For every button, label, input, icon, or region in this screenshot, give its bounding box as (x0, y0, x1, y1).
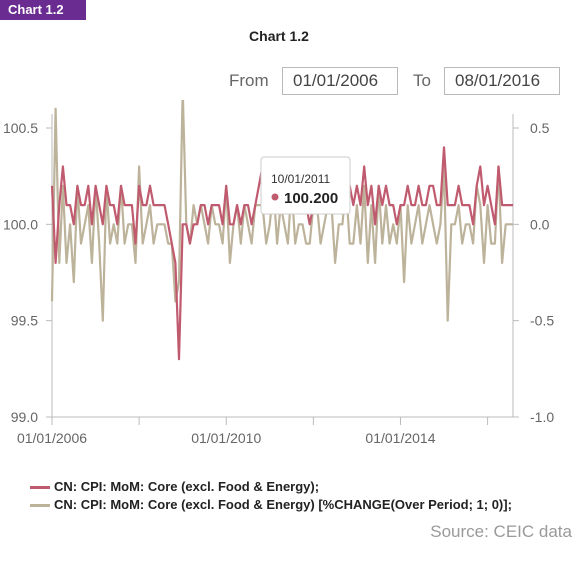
chart-badge: Chart 1.2 (0, 0, 86, 20)
legend-swatch-red (30, 486, 50, 490)
y-right-tick-label: -1.0 (530, 409, 554, 425)
y-left-tick-label: 99.5 (11, 313, 38, 329)
series-layer (50, 100, 513, 361)
tooltip-marker (271, 193, 279, 201)
y-left-tick-label: 100.0 (3, 216, 38, 232)
source-note: Source: CEIC data (430, 522, 572, 541)
legend-item-core-cpi[interactable]: CN: CPI: MoM: Core (excl. Food & Energy)… (30, 479, 319, 494)
x-tick-label: 01/01/2010 (191, 430, 261, 446)
y-right-tick-label: 0.0 (530, 216, 550, 232)
tooltip-date: 10/01/2011 (271, 172, 330, 186)
to-label: To (413, 71, 431, 90)
x-tick-label: 01/01/2014 (365, 430, 435, 446)
legend-label: CN: CPI: MoM: Core (excl. Food & Energy)… (54, 497, 512, 512)
tooltip-box (260, 156, 351, 215)
y-right-tick-label: 0.5 (530, 120, 550, 136)
from-label: From (229, 71, 269, 90)
chart-axes: 99.0 99.5 100.0 100.5 -1.0 -0.5 0.0 0.5 01/01/20… (3, 114, 554, 446)
chart-tooltip: 10/01/2011 100.200 (260, 156, 351, 215)
x-tick-label: 01/01/2006 (17, 430, 87, 446)
legend-swatch-tan (30, 504, 50, 508)
chart-title: Chart 1.2 (249, 28, 309, 44)
legend-label: CN: CPI: MoM: Core (excl. Food & Energy)… (54, 479, 320, 494)
from-date-input[interactable]: 01/01/2006 (282, 67, 398, 95)
legend-item-core-cpi-change[interactable]: CN: CPI: MoM: Core (excl. Food & Energy)… (30, 497, 512, 512)
y-left-tick-label: 99.0 (11, 409, 38, 425)
to-date-input[interactable]: 08/01/2016 (444, 67, 560, 95)
y-left-tick-label: 100.5 (3, 120, 38, 136)
line-chart: 99.0 99.5 100.0 100.5 -1.0 -0.5 0.0 0.5 01/01/20… (3, 100, 554, 446)
series-line-core-cpi-change (50, 100, 513, 322)
tooltip-value: 100.200 (284, 190, 338, 207)
y-right-tick-label: -0.5 (530, 313, 554, 329)
